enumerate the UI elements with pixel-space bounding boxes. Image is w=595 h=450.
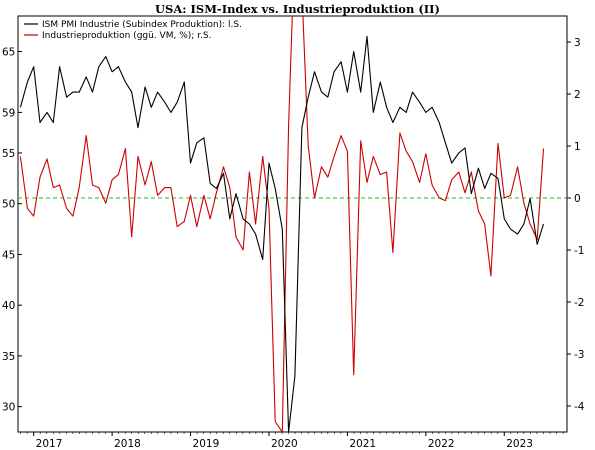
x-tick-label: 2018	[114, 438, 141, 450]
series-line-industrieproduktion	[19, 16, 545, 432]
y-right-tick-label: -3	[574, 349, 584, 361]
x-tick-label: 2019	[193, 438, 220, 450]
x-tick-label: 2022	[428, 438, 455, 450]
y-right-tick-label: -1	[574, 245, 584, 257]
y-right-tick-label: 3	[574, 37, 581, 49]
y-left-tick-label: 35	[2, 351, 15, 363]
y-left-tick-label: 59	[2, 107, 15, 119]
x-tick-label: 2021	[349, 438, 376, 450]
x-tick-label: 2023	[506, 438, 533, 450]
plot-area-frame	[17, 15, 568, 433]
legend-label: ISM PMI Industrie (Subindex Produktion):…	[42, 20, 242, 30]
x-tick-label: 2020	[271, 438, 298, 450]
y-right-tick-label: -4	[574, 401, 585, 413]
y-right-tick-label: 0	[574, 193, 581, 205]
series-line-ism-pmi	[19, 35, 545, 432]
y-left-tick-label: 55	[2, 148, 15, 160]
chart-title: USA: ISM-Index vs. Industrieproduktion (…	[155, 2, 440, 16]
y-right-tick-label: 1	[574, 141, 581, 153]
y-left-tick-label: 30	[2, 402, 15, 414]
y-right-tick-label: 2	[574, 89, 581, 101]
legend-label: Industrieproduktion (ggü. VM, %); r.S.	[42, 31, 211, 41]
y-left-tick-label: 40	[2, 300, 15, 312]
y-left-tick-label: 65	[2, 47, 15, 59]
y-left-tick-label: 50	[2, 199, 15, 211]
x-tick-label: 2017	[36, 438, 63, 450]
y-right-tick-label: -2	[574, 297, 584, 309]
y-left-tick-label: 45	[2, 249, 15, 261]
